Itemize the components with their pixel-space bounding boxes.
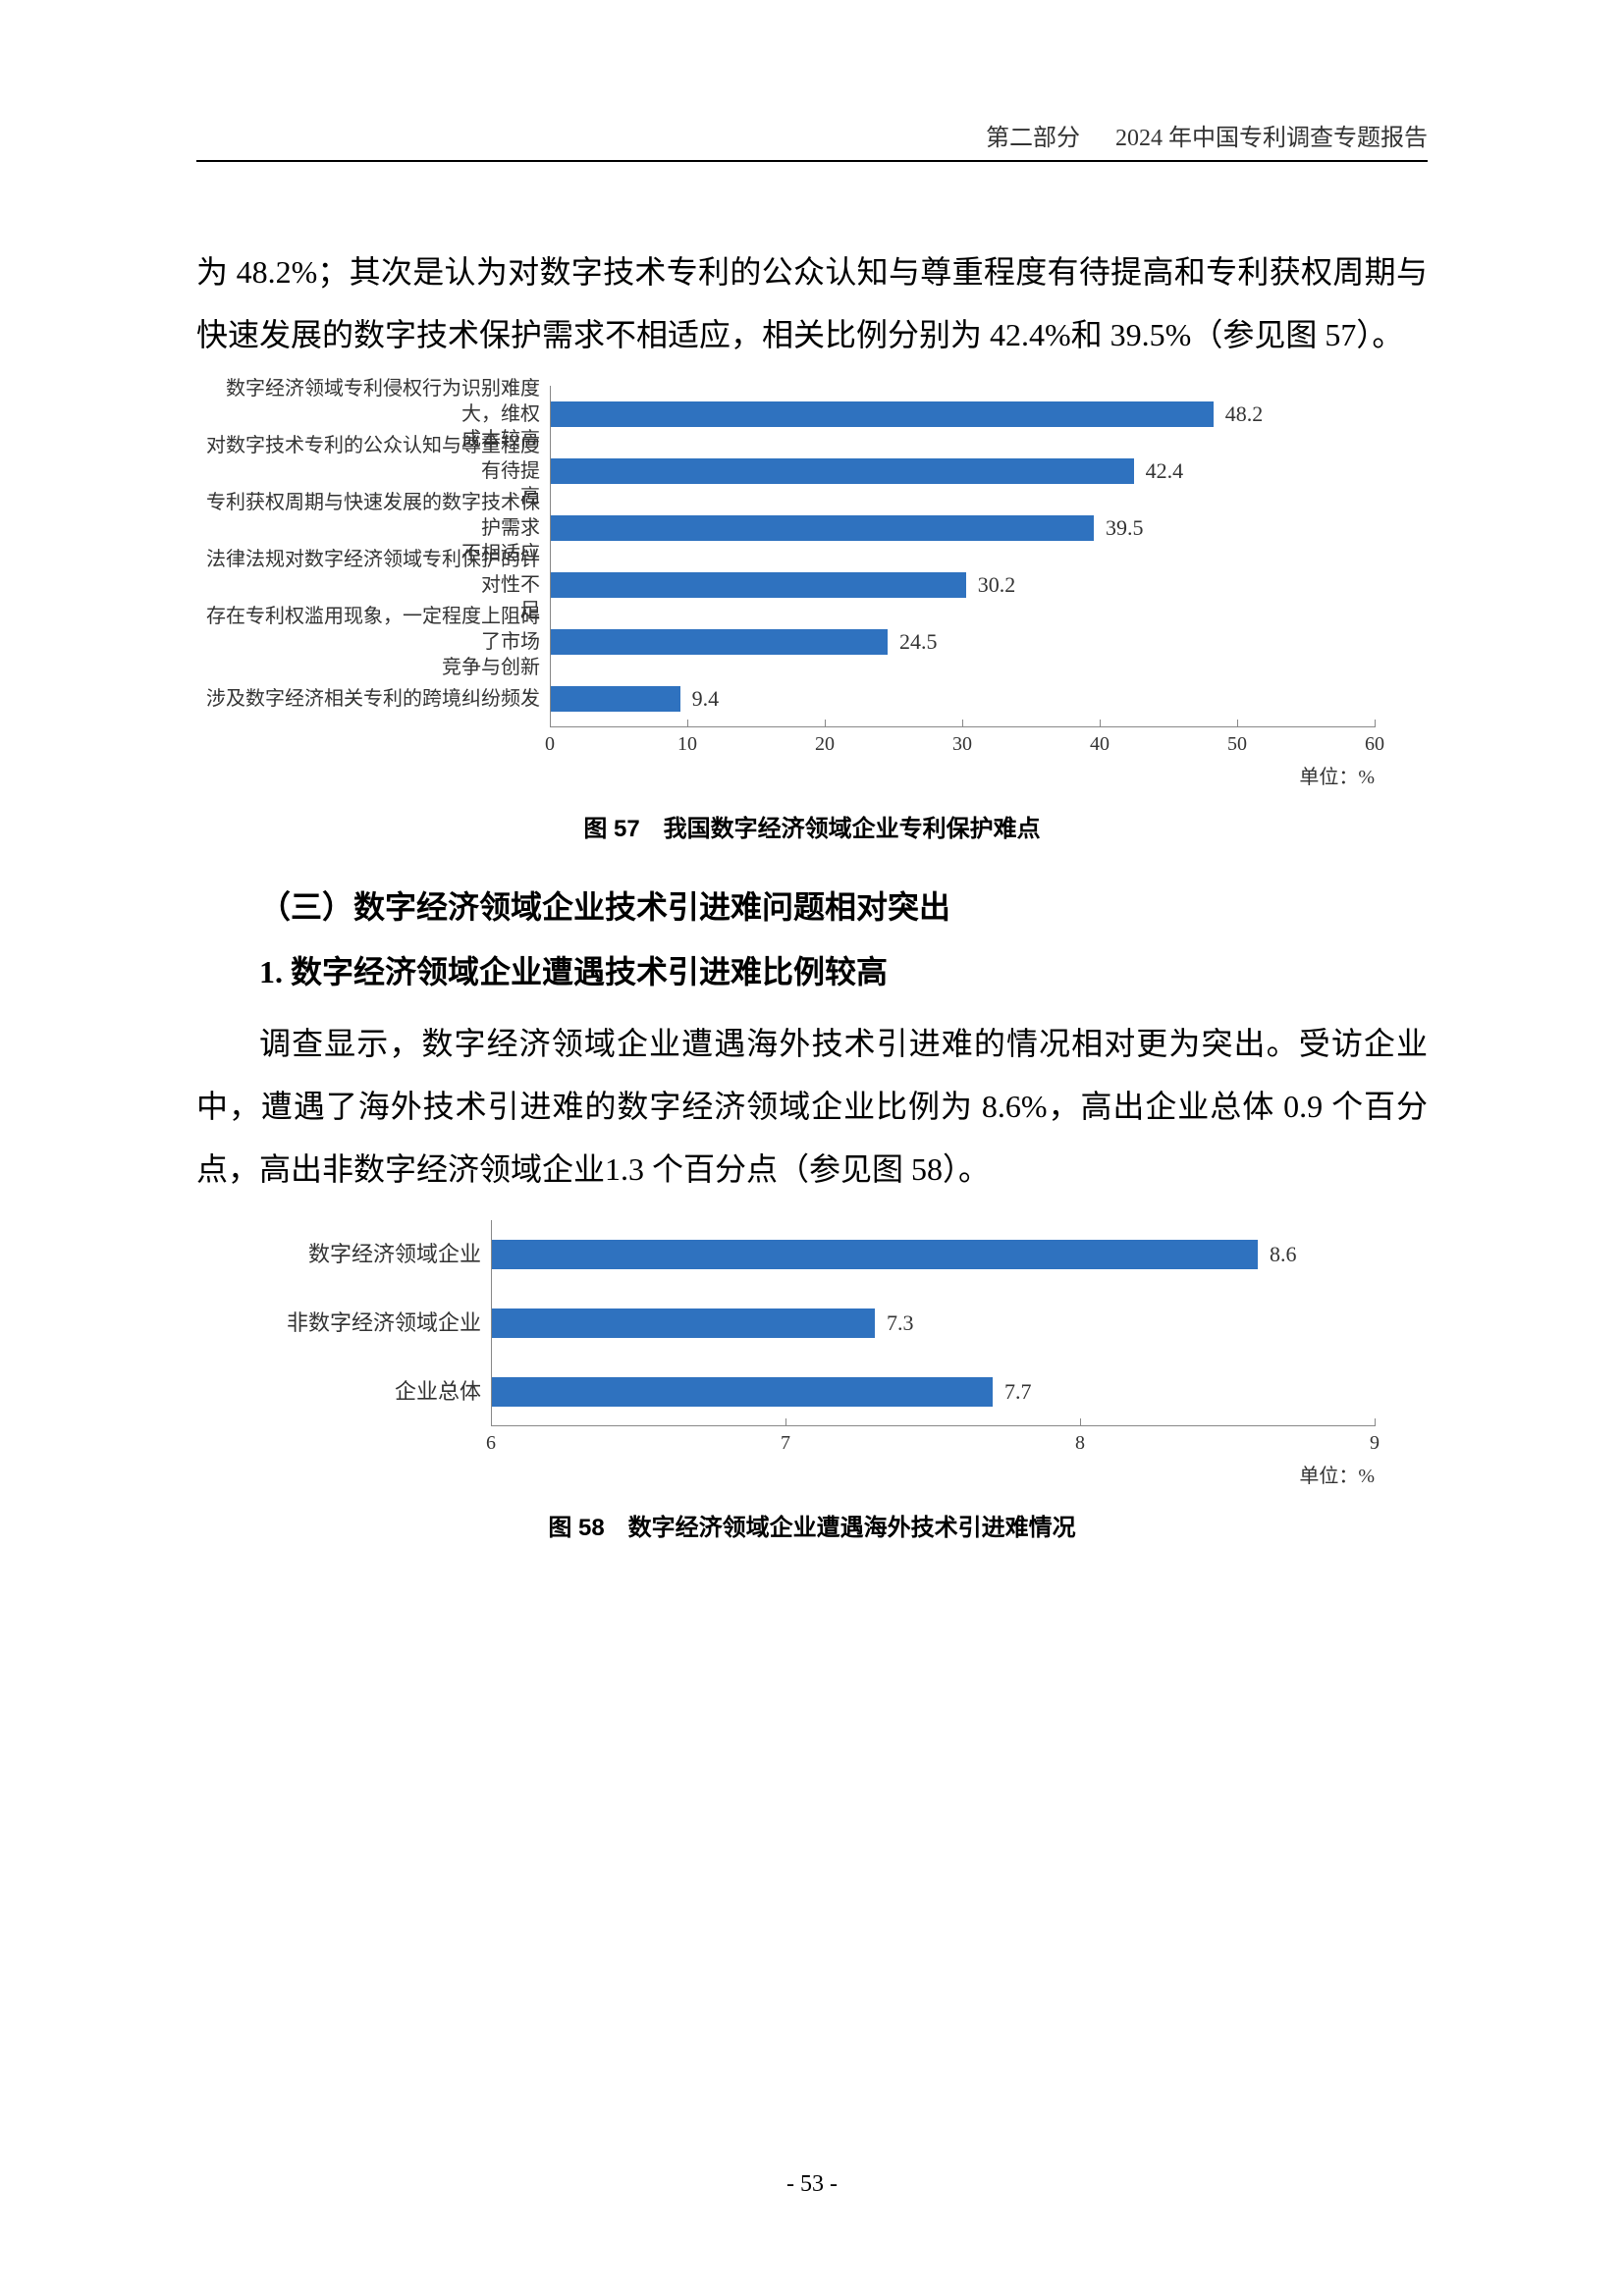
header-title: 2024 年中国专利调查专题报告: [1115, 126, 1428, 151]
x-tick: 50: [1227, 733, 1247, 756]
bar-label: 企业总体: [196, 1358, 491, 1426]
bar-label: 数字经济领域企业: [196, 1220, 491, 1289]
paragraph-1: 为 48.2%；其次是认为对数字技术专利的公众认知与尊重程度有待提高和专利获权周…: [196, 240, 1428, 366]
bar-value: 7.7: [1004, 1379, 1032, 1405]
chart-58: 数字经济领域企业非数字经济领域企业企业总体 8.6 7.3 7.7 6 7 8 9 单位：%: [196, 1220, 1428, 1488]
x-tick: 30: [952, 733, 972, 756]
header-section: 第二部分: [986, 126, 1080, 151]
chart-58-caption: 图 58 数字经济领域企业遭遇海外技术引进难情况: [196, 1508, 1428, 1542]
bar-value: 42.4: [1146, 458, 1184, 484]
chart-57: 数字经济领域专利侵权行为识别难度大，维权 成本较高对数字技术专利的公众认知与尊重…: [196, 386, 1428, 789]
bar-value: 7.3: [887, 1310, 914, 1336]
x-tick: 60: [1365, 733, 1384, 756]
bar-value: 24.5: [899, 629, 938, 655]
x-tick: 8: [1075, 1432, 1085, 1455]
x-tick: 7: [781, 1432, 790, 1455]
chart-57-caption: 图 57 我国数字经济领域企业专利保护难点: [196, 809, 1428, 843]
x-tick: 40: [1090, 733, 1110, 756]
bar: [551, 629, 888, 655]
bar: [551, 686, 680, 712]
bar-label: 非数字经济领域企业: [196, 1289, 491, 1358]
bar-value: 8.6: [1270, 1242, 1297, 1267]
bar-label: 存在专利权滥用现象，一定程度上阻碍了市场 竞争与创新: [196, 614, 550, 670]
bar: [551, 572, 966, 598]
x-tick: 20: [815, 733, 835, 756]
x-tick: 9: [1370, 1432, 1380, 1455]
bar: [492, 1240, 1258, 1269]
section-heading-3: （三）数字经济领域企业技术引进难问题相对突出: [196, 882, 1428, 928]
bar: [551, 401, 1214, 427]
x-tick: 10: [677, 733, 697, 756]
x-tick: 0: [545, 733, 555, 756]
sub-heading-1: 1. 数字经济领域企业遭遇技术引进难比例较高: [196, 947, 1428, 992]
bar: [551, 458, 1134, 484]
page-header: 第二部分 2024 年中国专利调查专题报告: [196, 118, 1428, 162]
axis-unit-label: 单位：%: [491, 1460, 1375, 1488]
axis-unit-label: 单位：%: [550, 761, 1375, 789]
x-tick: 6: [486, 1432, 496, 1455]
paragraph-2: 调查显示，数字经济领域企业遭遇海外技术引进难的情况相对更为突出。受访企业中，遭遇…: [196, 1012, 1428, 1201]
bar-value: 48.2: [1225, 401, 1264, 427]
bar-value: 30.2: [978, 572, 1016, 598]
bar-value: 9.4: [692, 686, 720, 712]
bar: [492, 1377, 993, 1407]
page-number: - 53 -: [0, 2171, 1624, 2198]
bar-label: 涉及数字经济相关专利的跨境纠纷频发: [196, 670, 550, 727]
bar: [551, 515, 1094, 541]
bar-value: 39.5: [1106, 515, 1144, 541]
bar: [492, 1308, 875, 1338]
